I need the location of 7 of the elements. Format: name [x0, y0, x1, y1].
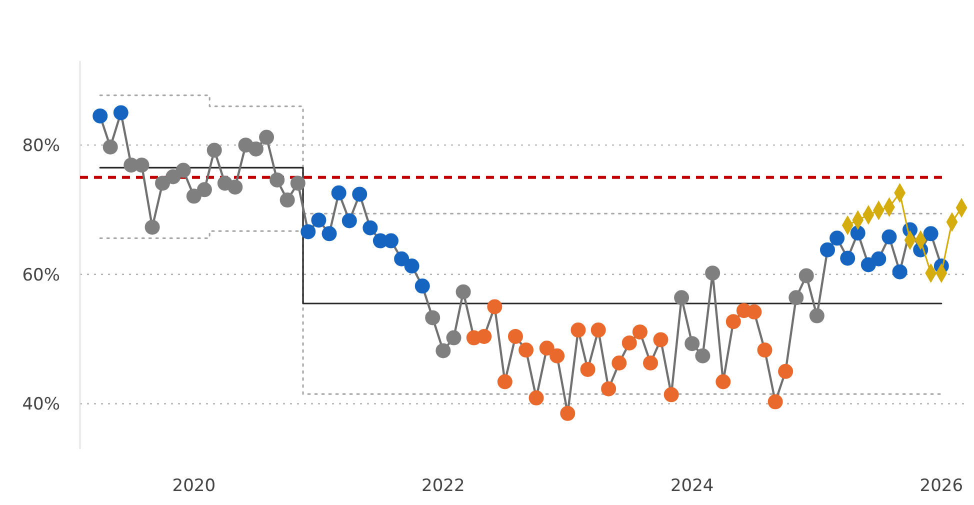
y-tick-label: 60% — [22, 265, 60, 286]
x-tick-label: 2026 — [920, 476, 964, 496]
y-tick-label: 80% — [22, 136, 60, 156]
x-tick-label: 2020 — [172, 476, 216, 496]
x-tick-label: 2022 — [422, 476, 465, 496]
x-tick-label: 2024 — [670, 476, 714, 496]
y-tick-label: 40% — [22, 394, 60, 415]
